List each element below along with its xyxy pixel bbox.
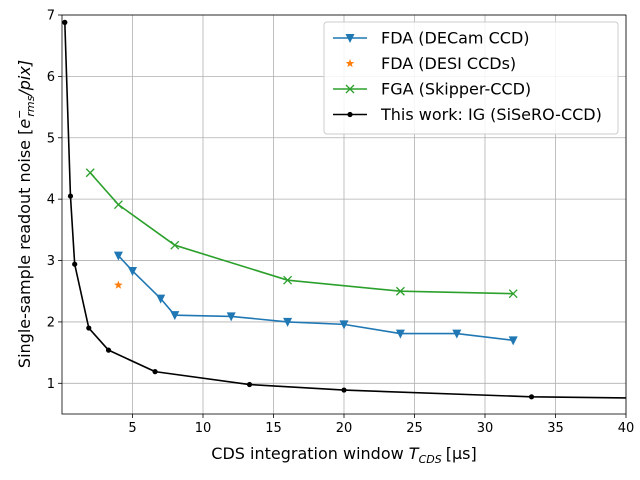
series-line (117, 255, 514, 342)
data-point (395, 286, 405, 296)
x-tick-label: 20 (336, 421, 353, 436)
x-axis-label: CDS integration window TCDS [μs] (211, 444, 476, 466)
legend-label: FDA (DESI CCDs) (381, 54, 516, 73)
plot-frame (61, 14, 627, 415)
series-1 (114, 280, 123, 289)
data-point (113, 200, 123, 210)
legend-label: This work: IG (SiSeRO-CCD) (380, 105, 602, 124)
data-point (114, 280, 123, 289)
x-tick-label: 40 (618, 421, 635, 436)
series-2 (85, 168, 518, 299)
y-tick-label: 1 (47, 377, 55, 392)
y-tick-label: 2 (47, 315, 55, 330)
data-point (152, 369, 158, 375)
series-3 (62, 19, 635, 400)
legend-marker (345, 84, 355, 94)
data-point (62, 19, 68, 25)
series-line (89, 172, 514, 295)
legend-item: FDA (DECam CCD) (333, 29, 530, 48)
y-tick-label: 3 (47, 254, 55, 269)
legend-marker (347, 111, 353, 118)
data-point (105, 347, 112, 353)
y-tick-label: 5 (47, 131, 55, 146)
data-point (85, 168, 95, 178)
data-point (452, 329, 462, 339)
data-point (339, 320, 349, 330)
y-tick-label: 6 (47, 70, 55, 85)
data-point (283, 275, 293, 285)
legend-frame (323, 21, 619, 135)
x-tick-label: 35 (547, 421, 564, 436)
y-tick-label: 4 (47, 193, 55, 208)
x-tick-label: 25 (406, 421, 423, 436)
data-point (156, 294, 166, 304)
series-layer (62, 19, 635, 400)
data-point (113, 251, 123, 261)
axes: 5 10 15 20 25 30 35 40 1 2 3 4 5 6 7 (47, 9, 635, 437)
data-point (226, 312, 236, 322)
data-point (86, 325, 92, 331)
data-point (508, 289, 518, 299)
y-tick-label: 7 (47, 9, 55, 24)
legend-item: This work: IG (SiSeRO-CCD) (333, 105, 602, 124)
data-point (128, 266, 137, 276)
data-point (170, 311, 180, 321)
data-point (528, 394, 535, 400)
data-point (508, 336, 518, 346)
data-point (630, 395, 635, 400)
legend-item: FGA (Skipper-CCD) (333, 80, 531, 99)
legend-marker (345, 34, 355, 43)
data-point (72, 261, 78, 267)
data-point (341, 387, 347, 393)
x-tick-label: 10 (195, 421, 212, 436)
legend: FDA (DECam CCD) FDA (DESI CCDs) FGA (Skipp… (323, 21, 619, 135)
data-point (246, 381, 253, 388)
x-tick-label: 5 (128, 421, 136, 436)
data-point (283, 317, 293, 327)
y-axis-label: Single-sample readout noise [e−rms/pix] (13, 60, 37, 368)
legend-item: FDA (DESI CCDs) (345, 54, 516, 73)
legend-label: FGA (Skipper-CCD) (381, 80, 531, 99)
data-point (170, 240, 180, 250)
legend-marker (345, 59, 355, 68)
legend-label: FDA (DECam CCD) (381, 29, 530, 48)
data-point (67, 193, 74, 199)
series-line (64, 22, 626, 399)
series-0 (113, 251, 518, 346)
x-tick-label: 30 (477, 421, 494, 436)
data-point (395, 329, 405, 339)
x-tick-label: 15 (265, 421, 282, 436)
